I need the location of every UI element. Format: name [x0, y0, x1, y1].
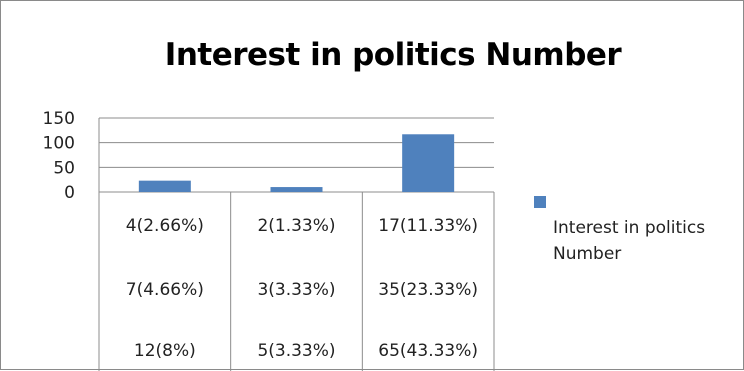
- y-tick-label: 50: [53, 158, 75, 178]
- legend-swatch: [534, 196, 546, 208]
- bar: [270, 187, 323, 192]
- category-label: 5(3.33%): [257, 341, 335, 361]
- chart-title: Interest in politics Number: [164, 37, 622, 73]
- y-tick-label: 0: [64, 183, 75, 203]
- category-label: 3(3.33%): [257, 280, 335, 300]
- category-label: 17(11.33%): [378, 216, 478, 236]
- bar: [402, 134, 455, 192]
- category-label: 7(4.66%): [126, 280, 204, 300]
- bar: [138, 180, 191, 192]
- category-label: 12(8%): [134, 341, 196, 361]
- category-label: 2(1.33%): [257, 216, 335, 236]
- category-label: 35(23.33%): [378, 280, 478, 300]
- y-tick-label: 150: [43, 109, 75, 129]
- category-label: 65(43.33%): [378, 341, 478, 361]
- y-tick-label: 100: [43, 134, 75, 154]
- legend-label: Interest in politics Number: [553, 218, 706, 264]
- category-label: 4(2.66%): [126, 216, 204, 236]
